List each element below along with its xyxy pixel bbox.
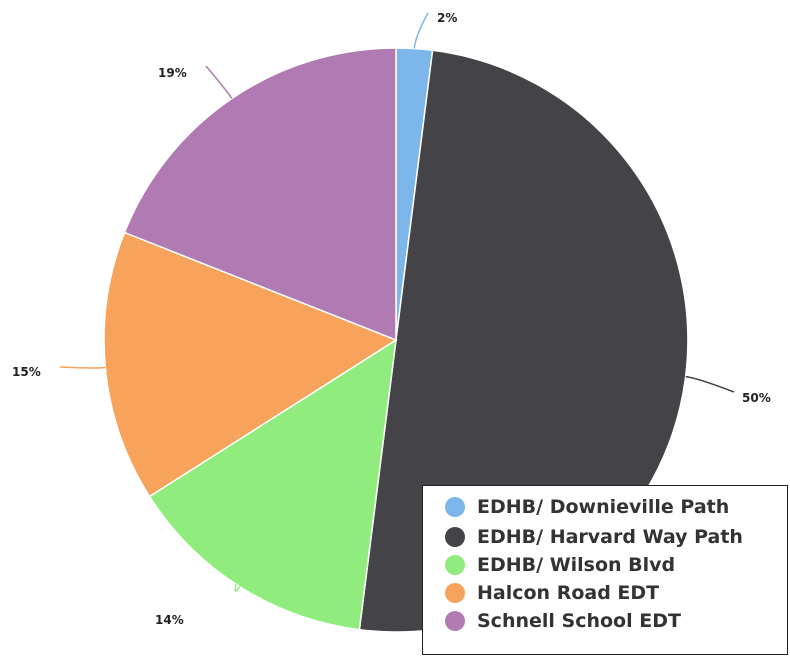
data-label-downieville: 2%	[437, 11, 457, 25]
data-label-wilson-blvd: 14%	[155, 613, 184, 627]
legend-label: Schnell School EDT	[477, 610, 681, 632]
legend-label: EDHB/ Downieville Path	[477, 496, 730, 518]
legend-item-schnell-school[interactable]: Schnell School EDT	[445, 608, 681, 634]
legend-label: EDHB/ Harvard Way Path	[477, 526, 743, 548]
legend-item-harvard-way[interactable]: EDHB/ Harvard Way Path	[445, 524, 743, 550]
pie-slice-wilson-blvd[interactable]	[148, 338, 397, 631]
legend-item-halcon-road[interactable]: Halcon Road EDT	[445, 580, 659, 606]
data-label-schnell-school: 19%	[158, 66, 187, 80]
leader-line-downieville	[413, 12, 429, 49]
legend-item-downieville[interactable]: EDHB/ Downieville Path	[445, 494, 729, 520]
leader-line-halcon-road	[59, 366, 106, 369]
legend: EDHB/ Downieville Path EDHB/ Harvard Way…	[422, 485, 788, 655]
pie-slice-schnell-school[interactable]	[123, 47, 397, 342]
legend-item-wilson-blvd[interactable]: EDHB/ Wilson Blvd	[445, 552, 675, 578]
legend-swatch	[445, 611, 465, 631]
leader-line-schnell-school	[205, 65, 233, 99]
leader-line-wilson-blvd	[234, 583, 241, 592]
data-label-harvard-way: 50%	[742, 391, 771, 405]
leader-line-harvard-way	[685, 375, 735, 393]
legend-swatch	[445, 527, 465, 547]
legend-swatch	[445, 497, 465, 517]
legend-swatch	[445, 583, 465, 603]
data-label-halcon-road: 15%	[12, 365, 41, 379]
legend-swatch	[445, 555, 465, 575]
legend-label: Halcon Road EDT	[477, 582, 660, 604]
legend-label: EDHB/ Wilson Blvd	[477, 554, 676, 576]
